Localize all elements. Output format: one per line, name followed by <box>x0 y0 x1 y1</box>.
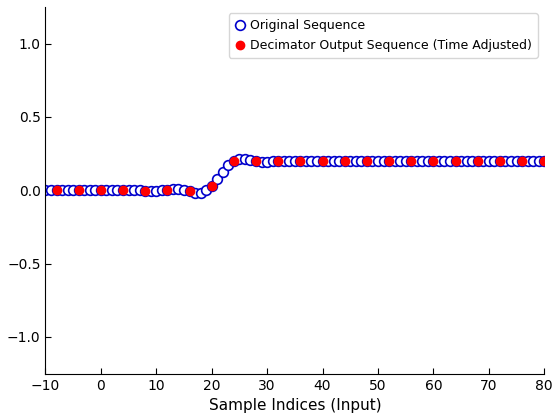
Decimator Output Sequence (Time Adjusted) <box>540 158 549 164</box>
X-axis label: Sample Indices (Input): Sample Indices (Input) <box>208 398 381 413</box>
Original Sequence <box>192 190 198 195</box>
Decimator Output Sequence (Time Adjusted) <box>385 158 394 164</box>
Decimator Output Sequence (Time Adjusted) <box>52 187 61 194</box>
Original Sequence <box>158 188 165 193</box>
Decimator Output Sequence (Time Adjusted) <box>230 158 239 164</box>
Original Sequence <box>474 158 481 163</box>
Original Sequence <box>42 188 49 193</box>
Decimator Output Sequence (Time Adjusted) <box>340 158 349 164</box>
Original Sequence <box>535 158 542 163</box>
Original Sequence <box>342 158 348 163</box>
Decimator Output Sequence (Time Adjusted) <box>163 186 172 193</box>
Decimator Output Sequence (Time Adjusted) <box>274 158 283 164</box>
Decimator Output Sequence (Time Adjusted) <box>185 188 194 195</box>
Original Sequence <box>541 158 548 163</box>
Original Sequence <box>236 156 243 161</box>
Original Sequence <box>170 187 176 192</box>
Line: Original Sequence: Original Sequence <box>40 154 549 197</box>
Decimator Output Sequence (Time Adjusted) <box>362 158 371 164</box>
Legend: Original Sequence, Decimator Output Sequence (Time Adjusted): Original Sequence, Decimator Output Sequ… <box>228 13 538 58</box>
Decimator Output Sequence (Time Adjusted) <box>318 158 327 164</box>
Decimator Output Sequence (Time Adjusted) <box>251 158 260 165</box>
Decimator Output Sequence (Time Adjusted) <box>96 187 105 194</box>
Decimator Output Sequence (Time Adjusted) <box>74 187 83 194</box>
Decimator Output Sequence (Time Adjusted) <box>473 158 482 164</box>
Original Sequence <box>103 188 110 193</box>
Decimator Output Sequence (Time Adjusted) <box>429 158 438 164</box>
Decimator Output Sequence (Time Adjusted) <box>141 187 150 194</box>
Decimator Output Sequence (Time Adjusted) <box>496 158 505 164</box>
Decimator Output Sequence (Time Adjusted) <box>296 158 305 164</box>
Decimator Output Sequence (Time Adjusted) <box>119 187 128 194</box>
Decimator Output Sequence (Time Adjusted) <box>451 158 460 164</box>
Decimator Output Sequence (Time Adjusted) <box>207 183 216 189</box>
Decimator Output Sequence (Time Adjusted) <box>407 158 416 164</box>
Decimator Output Sequence (Time Adjusted) <box>517 158 526 164</box>
